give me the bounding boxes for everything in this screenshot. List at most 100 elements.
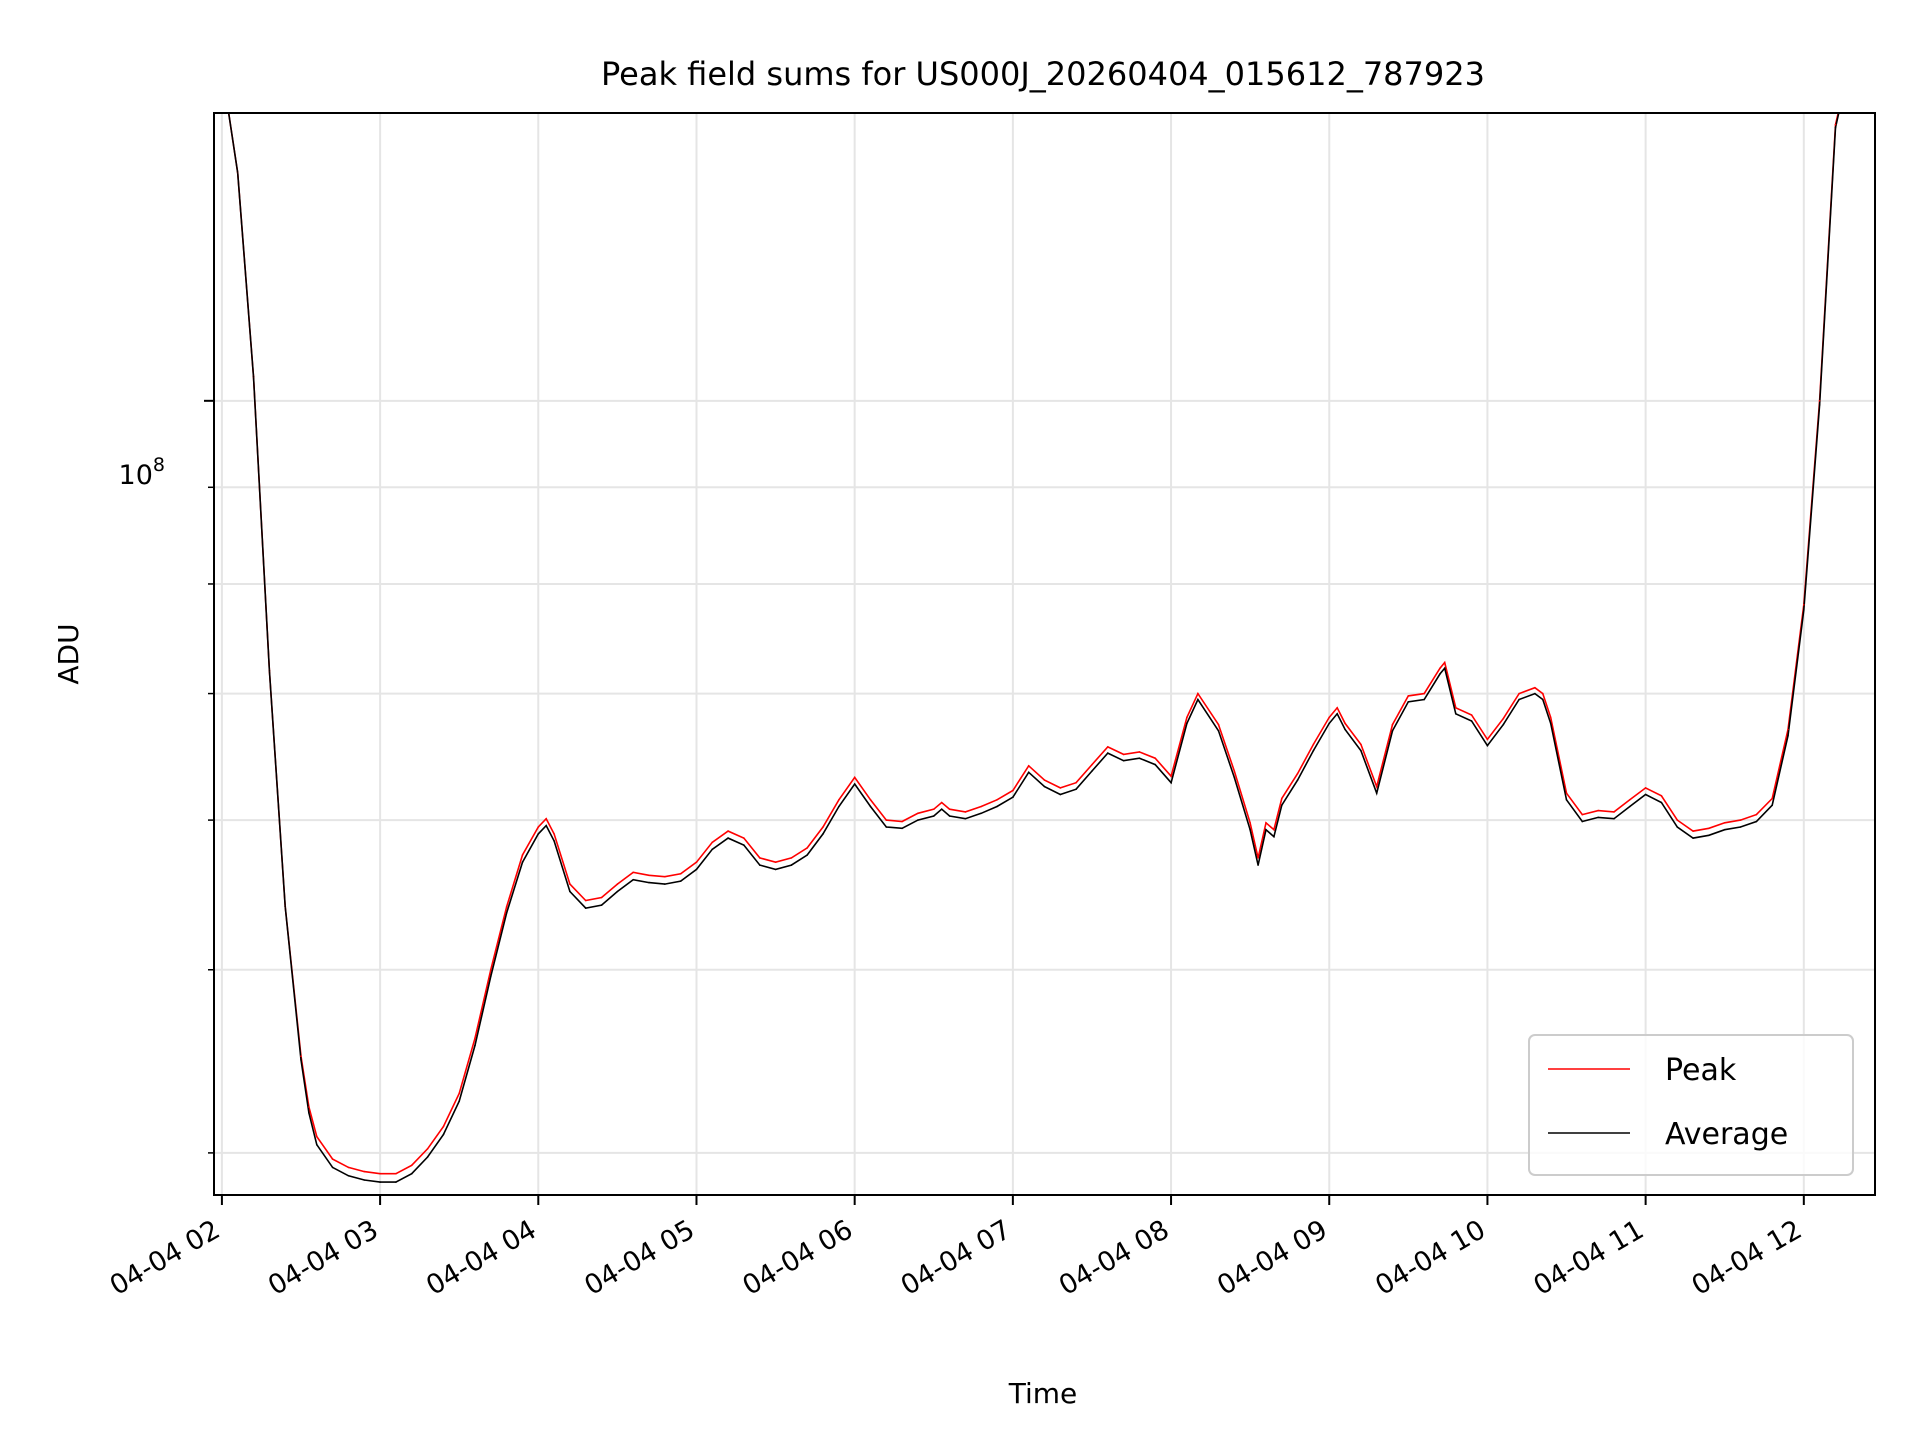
data-point-average <box>1470 720 1473 722</box>
data-point-average <box>1027 771 1030 774</box>
y-axis-label: ADU <box>52 623 85 684</box>
data-point-average <box>759 864 761 866</box>
data-point-average <box>1755 820 1758 823</box>
data-point-peak <box>1273 828 1275 831</box>
data-point-average <box>458 1100 461 1102</box>
data-point-average <box>1043 785 1046 788</box>
series-line-average <box>227 113 1840 1183</box>
data-point-average <box>1692 837 1694 839</box>
data-point-peak <box>838 799 840 801</box>
data-point-peak <box>363 1170 366 1173</box>
data-point-average <box>1502 723 1505 726</box>
data-point-peak <box>679 873 682 875</box>
plot-background <box>214 113 1875 1195</box>
data-point-peak <box>806 847 808 849</box>
data-point-peak <box>1660 795 1663 797</box>
data-point-average <box>616 890 619 893</box>
data-point-peak <box>1281 797 1283 800</box>
data-point-peak <box>616 883 619 885</box>
data-point-peak <box>1391 723 1394 726</box>
data-point-average <box>1486 744 1489 747</box>
data-point-average <box>1059 793 1062 796</box>
data-point-peak <box>917 812 919 815</box>
data-point-average <box>1787 734 1789 737</box>
data-point-peak <box>759 857 761 859</box>
data-point-peak <box>426 1148 429 1150</box>
data-point-average <box>490 975 492 978</box>
data-point-average <box>822 833 824 835</box>
data-point-average <box>948 815 951 817</box>
data-point-peak <box>901 820 903 823</box>
data-point-peak <box>711 841 714 844</box>
data-point-average <box>1273 835 1275 838</box>
data-point-peak <box>996 799 998 801</box>
data-point-average <box>1708 834 1710 837</box>
data-point-average <box>1629 805 1631 808</box>
x-axis-label: Time <box>1008 1377 1078 1410</box>
data-point-peak <box>537 826 540 828</box>
y-axis: 108 <box>119 399 214 1154</box>
data-point-average <box>1217 730 1220 732</box>
data-point-average <box>1257 864 1259 866</box>
data-point-peak <box>1122 753 1125 756</box>
data-point-average <box>1518 698 1520 701</box>
data-point-peak <box>664 875 666 878</box>
data-point-peak <box>727 830 729 832</box>
data-point-peak <box>545 817 547 820</box>
data-point-average <box>711 848 714 851</box>
data-point-peak <box>1170 775 1172 777</box>
data-point-peak <box>1439 667 1441 669</box>
legend-box <box>1528 1034 1854 1176</box>
data-point-peak <box>1518 692 1520 695</box>
data-point-average <box>695 868 698 871</box>
chart-title: Peak field sums for US000J_20260404_0156… <box>601 55 1485 93</box>
plot-area <box>213 112 1876 1196</box>
data-point-peak <box>695 861 698 863</box>
y-tick-label-exponent: 8 <box>153 454 165 476</box>
data-point-peak <box>1565 792 1568 794</box>
data-point-average <box>632 878 634 881</box>
plot-frame <box>213 112 1876 1196</box>
data-point-average <box>600 904 603 906</box>
data-point-average <box>1391 730 1394 732</box>
data-point-peak <box>1138 751 1141 753</box>
data-point-peak <box>584 899 587 902</box>
data-point-average <box>1107 752 1109 754</box>
data-point-average <box>553 840 555 842</box>
data-point-average <box>1534 692 1536 695</box>
data-point-peak <box>948 808 951 810</box>
data-point-average <box>1439 673 1441 675</box>
data-point-peak <box>1360 743 1362 746</box>
data-point-average <box>1233 776 1236 779</box>
data-point-peak <box>1043 779 1046 781</box>
data-point-peak <box>648 874 650 877</box>
data-point-average <box>664 883 666 885</box>
data-point-average <box>901 827 903 830</box>
data-point-peak <box>853 776 856 779</box>
data-point-average <box>1542 698 1544 701</box>
data-point-average <box>1186 722 1188 725</box>
data-point-average <box>1336 713 1338 715</box>
data-point-average <box>964 817 967 820</box>
data-point-average <box>806 854 808 856</box>
data-point-average <box>584 907 587 909</box>
data-point-peak <box>379 1172 381 1175</box>
legend: Peak Average <box>1528 1034 1854 1176</box>
data-point-peak <box>1336 707 1338 709</box>
data-point-peak <box>300 1055 302 1057</box>
data-point-peak <box>1186 716 1188 719</box>
data-point-average <box>1249 828 1251 831</box>
data-point-peak <box>1629 799 1631 801</box>
data-point-peak <box>569 883 571 885</box>
data-point-average <box>1455 713 1457 715</box>
data-point-average <box>300 1059 302 1061</box>
data-point-peak <box>316 1135 318 1138</box>
data-point-average <box>885 826 888 828</box>
data-point-average <box>1443 667 1446 669</box>
data-point-peak <box>1549 716 1552 719</box>
data-point-peak <box>410 1164 413 1167</box>
series-line-peak <box>227 113 1840 1175</box>
data-point-average <box>474 1044 476 1047</box>
data-point-peak <box>1312 743 1315 746</box>
